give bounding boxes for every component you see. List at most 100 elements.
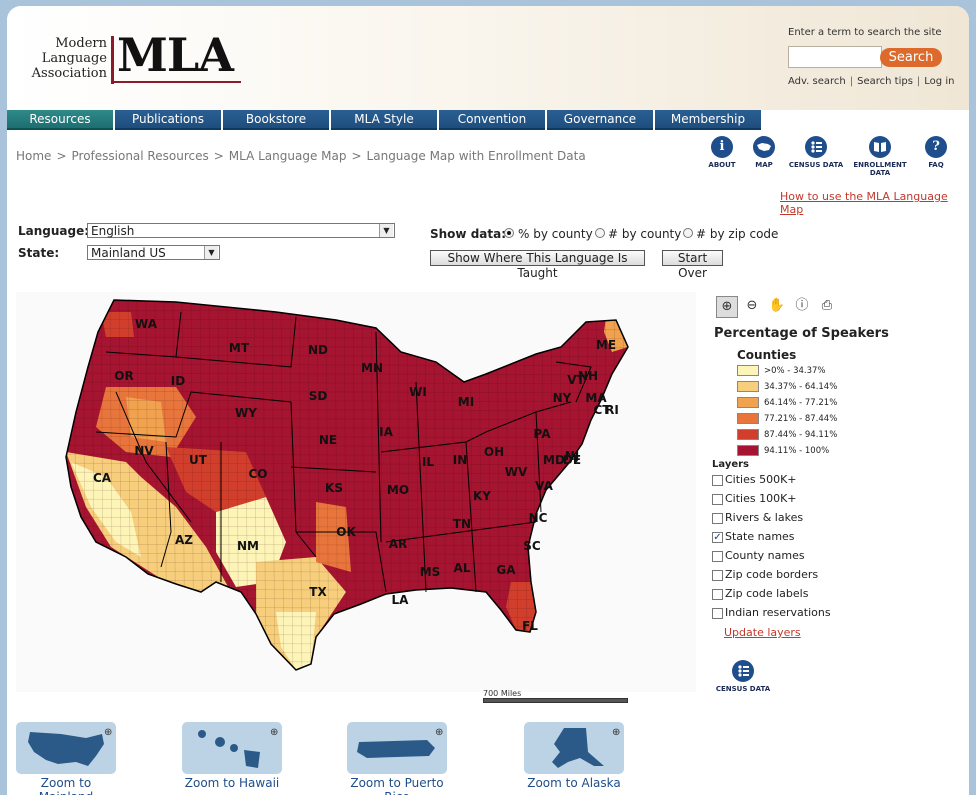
county-border-line (66, 624, 628, 628)
breadcrumb-language-map[interactable]: MLA Language Map (228, 149, 347, 163)
breadcrumb-professional-resources[interactable]: Professional Resources (71, 149, 209, 163)
state-label-nh: NH (578, 369, 598, 383)
census-data-button-secondary[interactable]: CENSUS DATA (715, 660, 771, 693)
state-label-co: CO (248, 467, 267, 481)
state-label-wy: WY (235, 406, 257, 420)
language-map[interactable]: WA MT ND MN OR ID SD WI MI ME NH VT NY MA CT RI WY NE IA PA… (16, 292, 696, 692)
show-data-label: Show data: (430, 227, 507, 241)
nav-membership[interactable]: Membership (655, 110, 761, 130)
identify-info-icon[interactable]: ⓘ (795, 298, 809, 313)
search-button[interactable]: Search (880, 48, 942, 67)
state-label-or: OR (114, 369, 133, 383)
state-label: State: (18, 246, 60, 260)
layer-checkbox-state-names[interactable]: ✓ (712, 532, 723, 543)
county-border-line (66, 354, 628, 358)
mla-logo[interactable]: MLA (117, 28, 234, 82)
zoom-puerto-rico-thumb[interactable]: ⊕ (347, 722, 447, 774)
state-label-mi: MI (458, 395, 474, 409)
zoom-mainland-thumb[interactable]: ⊕ (16, 722, 116, 774)
adv-search-link[interactable]: Adv. search (788, 76, 846, 87)
census-icon (805, 136, 827, 158)
nevada-region (126, 397, 166, 442)
search-tips-link[interactable]: Search tips (857, 76, 913, 87)
county-border-line (66, 642, 628, 646)
radio-num-by-county[interactable] (595, 228, 605, 238)
legend-label: 64.14% - 77.21% (764, 398, 838, 408)
layer-checkbox-cities-500k[interactable] (712, 475, 723, 486)
florida-region (506, 582, 536, 632)
zoom-alaska-link[interactable]: Zoom to Alaska (527, 776, 621, 790)
layer-label: Rivers & lakes (725, 511, 804, 524)
site-header: Modern Language Association MLA Enter a … (7, 6, 969, 110)
layer-label: County names (725, 549, 805, 562)
legend-subtitle: Counties (737, 348, 797, 362)
county-border-line (66, 669, 628, 670)
state-label-tx: TX (309, 585, 327, 599)
breadcrumb: Home > Professional Resources > MLA Language… (16, 149, 586, 163)
state-select[interactable]: Mainland US ▼ (87, 245, 220, 260)
zoom-in-icon[interactable]: ⊕ (716, 296, 738, 318)
county-border-line (66, 417, 628, 421)
state-label-la: LA (392, 593, 410, 607)
state-label-nj: NJ (565, 449, 580, 463)
legend-title: Percentage of Speakers (714, 326, 889, 341)
state-label-me: ME (596, 338, 616, 352)
about-button[interactable]: i ABOUT (707, 136, 737, 169)
layer-checkbox-county-names[interactable] (712, 551, 723, 562)
svg-text:⊕: ⊕ (435, 727, 443, 738)
nav-bookstore[interactable]: Bookstore (223, 110, 329, 130)
faq-button[interactable]: ? FAQ (921, 136, 951, 169)
layer-checkbox-zip-labels[interactable] (712, 589, 723, 600)
county-border-line (66, 426, 628, 430)
state-borders (95, 311, 592, 593)
county-border-line (16, 688, 696, 690)
enrollment-data-label: ENROLLMENT DATA (853, 161, 907, 177)
zoom-alaska-thumb[interactable]: ⊕ (524, 722, 624, 774)
layer-checkbox-zip-borders[interactable] (712, 570, 723, 581)
legend-swatch (737, 365, 759, 376)
how-to-use-link[interactable]: How to use the MLA Language Map (780, 190, 948, 216)
org-name[interactable]: Modern Language Association (23, 36, 107, 81)
map-button[interactable]: MAP (749, 136, 779, 169)
scale-label: 700 Miles (483, 689, 522, 698)
county-fill-layer (66, 300, 628, 670)
log-in-link[interactable]: Log in (924, 76, 955, 87)
update-layers-link[interactable]: Update layers (724, 626, 801, 639)
search-input[interactable] (788, 46, 882, 68)
print-icon[interactable]: ⎙ (821, 298, 833, 313)
radio-label: # by zip code (696, 227, 779, 241)
zoom-hawaii-thumb[interactable]: ⊕ (182, 722, 282, 774)
state-label-wv: WV (505, 465, 528, 479)
state-label-nv: NV (134, 444, 154, 458)
layer-checkbox-indian-reservations[interactable] (712, 608, 723, 619)
zoom-out-icon[interactable]: ⊖ (746, 298, 758, 313)
radio-pct-by-county[interactable] (504, 228, 514, 238)
nav-governance[interactable]: Governance (547, 110, 653, 130)
nav-mla-style[interactable]: MLA Style (331, 110, 437, 130)
zoom-mainland-link[interactable]: Zoom to Mainland (39, 776, 94, 795)
census-data-button[interactable]: CENSUS DATA (787, 136, 845, 169)
nav-publications[interactable]: Publications (115, 110, 221, 130)
state-label-ri: RI (605, 403, 619, 417)
layer-checkbox-cities-100k[interactable] (712, 494, 723, 505)
state-label-nc: NC (529, 511, 548, 525)
enrollment-data-button[interactable]: ENROLLMENT DATA (852, 136, 908, 177)
zoom-hawaii-link[interactable]: Zoom to Hawaii (184, 776, 280, 790)
zoom-puerto-rico-link[interactable]: Zoom to Puerto Rico (350, 776, 444, 795)
state-label-sc: SC (523, 539, 541, 553)
pan-hand-icon[interactable]: ✋ (768, 298, 786, 313)
show-where-taught-button[interactable]: Show Where This Language Is Taught (430, 250, 645, 280)
us-map-icon (753, 136, 775, 158)
chevron-down-icon: ▼ (379, 224, 393, 237)
start-over-button[interactable]: Start Over (662, 250, 723, 280)
radio-num-by-zip[interactable] (683, 228, 693, 238)
layer-checkbox-rivers-lakes[interactable] (712, 513, 723, 524)
us-outline (65, 299, 629, 671)
nav-resources[interactable]: Resources (7, 110, 113, 130)
language-select[interactable]: English ▼ (87, 223, 395, 238)
nav-convention[interactable]: Convention (439, 110, 545, 130)
county-border-line (66, 381, 628, 385)
maine-region (604, 317, 628, 352)
breadcrumb-home[interactable]: Home (16, 149, 52, 163)
